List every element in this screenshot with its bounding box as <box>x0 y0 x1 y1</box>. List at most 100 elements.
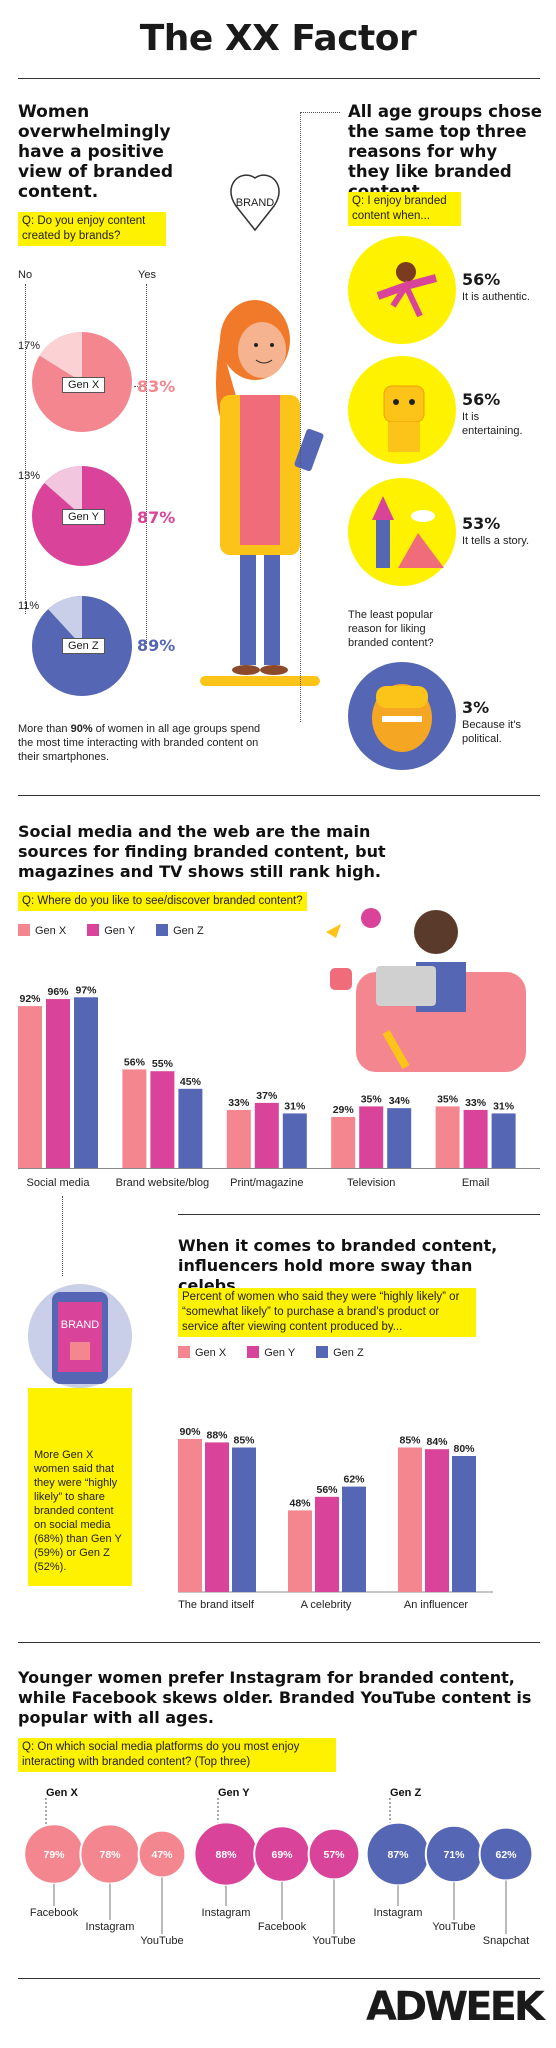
bar-value-label: 37% <box>256 1090 278 1102</box>
category-label: An influencer <box>404 1599 469 1611</box>
phone-illustration: BRAND <box>28 1284 132 1388</box>
bar-gen-z <box>491 1113 516 1168</box>
yes-label: Yes <box>138 269 156 281</box>
reason-authentic-illustration <box>348 236 456 344</box>
bubble <box>137 1829 187 1879</box>
bar-value-label: 85% <box>399 1435 421 1447</box>
side-note-box: More Gen X women said that they were “hi… <box>28 1388 132 1586</box>
reason-2-pct: 56% <box>462 390 501 409</box>
bar-value-label: 62% <box>343 1474 365 1486</box>
phone-brand-text: BRAND <box>61 1319 100 1331</box>
pie-gen-x-no: 17% <box>18 340 41 352</box>
bar-gen-z <box>232 1447 256 1592</box>
pie-gen-z-label: Gen Z <box>62 638 105 654</box>
platform-label: Snapchat <box>483 1935 529 1947</box>
divider <box>18 1642 540 1643</box>
bar-gen-x <box>435 1106 460 1168</box>
bar-gen-x <box>178 1439 202 1592</box>
section1-heading: Women overwhelmingly have a positive vie… <box>18 102 174 202</box>
platform-label: Facebook <box>258 1921 307 1933</box>
platform-label: Instagram <box>86 1921 135 1933</box>
category-label: A celebrity <box>301 1599 352 1611</box>
bar-value-label: 48% <box>289 1497 311 1509</box>
platform-bubble-chart: Gen X 79% Facebook 78% Instagram 47% YouTube Ge… <box>23 1787 534 1947</box>
bar-value-label: 96% <box>47 986 69 998</box>
bubble <box>307 1827 361 1881</box>
political-illustration <box>348 662 456 770</box>
bar-gen-y <box>359 1106 384 1168</box>
bar-value-label: 55% <box>152 1058 174 1070</box>
bubble-value: 78% <box>99 1849 121 1861</box>
section2-legend: Gen X Gen Y Gen Z <box>18 924 204 937</box>
bar-value-label: 90% <box>179 1426 201 1438</box>
yes-guide-line <box>146 284 147 644</box>
section2-question: Q: Where do you like to see/discover bra… <box>18 892 307 911</box>
chart-baseline <box>18 1168 540 1169</box>
side-note-text: More Gen X women said that they were “hi… <box>34 1449 122 1573</box>
bar-value-label: 88% <box>206 1429 228 1441</box>
group-label: Gen Z <box>390 1787 421 1799</box>
reason-3-text: It tells a story. <box>462 535 530 547</box>
section1-question: Q: Do you enjoy content created by brand… <box>18 212 166 246</box>
section1-footnote: More than 90% of women in all age groups… <box>18 723 261 763</box>
bubble-value: 88% <box>215 1849 237 1861</box>
bar-gen-z <box>342 1486 366 1592</box>
section4-question: Q: On which social media platforms do yo… <box>18 1738 336 1772</box>
bar-gen-x <box>288 1510 312 1592</box>
section3-legend: Gen X Gen Y Gen Z <box>178 1346 364 1359</box>
bar-gen-x <box>331 1116 356 1168</box>
bar-value-label: 31% <box>493 1100 515 1112</box>
section1-right-question: Q: I enjoy branded content when... <box>348 192 461 226</box>
section2-heading: Social media and the web are the main so… <box>18 822 386 881</box>
bar-value-label: 85% <box>233 1435 255 1447</box>
bar-value-label: 45% <box>180 1076 202 1088</box>
bubble-value: 87% <box>387 1849 409 1861</box>
section1-right-heading: All age groups chose the same top three … <box>348 102 542 201</box>
legend-gen-y: Gen Y <box>247 1346 295 1359</box>
bar-gen-y <box>46 999 70 1168</box>
bar-value-label: 29% <box>333 1104 355 1116</box>
reason-3-pct: 53% <box>462 514 501 533</box>
least-text: Because it's political. <box>462 719 521 745</box>
platform-label: YouTube <box>312 1935 355 1947</box>
legend-gen-x: Gen X <box>18 924 66 937</box>
bar-gen-y <box>205 1442 229 1592</box>
pie-gen-x-connector <box>134 386 146 387</box>
legend-gen-y: Gen Y <box>87 924 135 937</box>
influence-bar-chart: 90% 88% 85% The brand itself 48% 56% 62% A cele… <box>178 1426 493 1611</box>
pie-gen-z-yes: 89% <box>137 636 176 655</box>
connector-line <box>300 112 301 722</box>
bar-value-label: 33% <box>465 1097 487 1109</box>
bar-gen-x <box>122 1069 147 1168</box>
platform-label: YouTube <box>432 1921 475 1933</box>
bubble-value: 69% <box>271 1849 293 1861</box>
platform-label: Instagram <box>202 1907 251 1919</box>
page-title: The XX Factor <box>139 18 417 59</box>
section3-question: Percent of women who said they were “hig… <box>178 1288 476 1337</box>
section4-heading: Younger women prefer Instagram for brand… <box>18 1668 532 1727</box>
bar-value-label: 34% <box>389 1095 411 1107</box>
group-label: Gen X <box>46 1787 78 1799</box>
bar-gen-y <box>315 1496 339 1592</box>
pie-gen-x-yes: 83% <box>137 377 176 396</box>
platform-label: Instagram <box>374 1907 423 1919</box>
bar-value-label: 97% <box>75 984 97 996</box>
divider <box>178 1214 540 1215</box>
bar-value-label: 92% <box>19 993 41 1005</box>
reason-2-text: It is entertaining. <box>462 411 523 437</box>
bar-gen-z <box>452 1456 476 1592</box>
bar-value-label: 31% <box>284 1100 306 1112</box>
least-popular-label: The least popular reason for liking bran… <box>348 609 434 649</box>
connector-to-phone <box>62 1196 63 1276</box>
category-label: Print/magazine <box>230 1177 304 1189</box>
bar-gen-z <box>387 1108 412 1168</box>
bar-gen-y <box>254 1102 279 1168</box>
bar-value-label: 56% <box>316 1484 338 1496</box>
divider <box>18 795 540 796</box>
reason-1-text: It is authentic. <box>462 291 530 303</box>
bar-gen-x <box>398 1447 422 1592</box>
bar-value-label: 35% <box>437 1093 459 1105</box>
reason-1-pct: 56% <box>462 270 501 289</box>
heart-brand-text: BRAND <box>236 197 275 209</box>
bar-gen-y <box>463 1109 488 1168</box>
